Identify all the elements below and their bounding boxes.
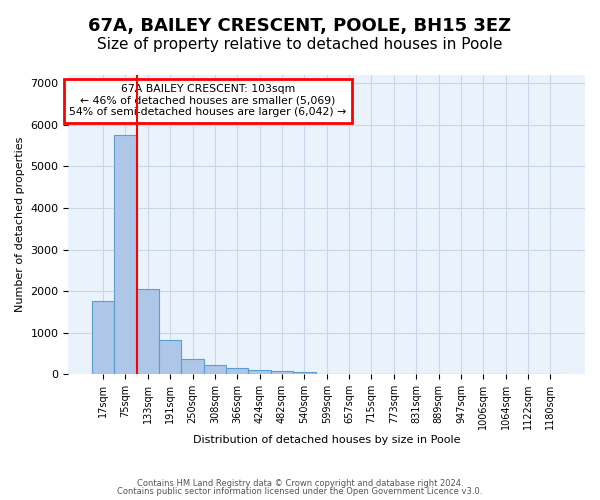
Text: 67A BAILEY CRESCENT: 103sqm
← 46% of detached houses are smaller (5,069)
54% of : 67A BAILEY CRESCENT: 103sqm ← 46% of det… bbox=[69, 84, 347, 117]
Bar bbox=[92, 302, 114, 374]
X-axis label: Distribution of detached houses by size in Poole: Distribution of detached houses by size … bbox=[193, 435, 460, 445]
Bar bbox=[248, 370, 271, 374]
Text: Contains HM Land Registry data © Crown copyright and database right 2024.: Contains HM Land Registry data © Crown c… bbox=[137, 478, 463, 488]
Bar bbox=[181, 359, 204, 374]
Bar bbox=[293, 372, 316, 374]
Bar bbox=[271, 371, 293, 374]
Y-axis label: Number of detached properties: Number of detached properties bbox=[15, 137, 25, 312]
Text: Contains public sector information licensed under the Open Government Licence v3: Contains public sector information licen… bbox=[118, 487, 482, 496]
Bar bbox=[226, 368, 248, 374]
Bar bbox=[204, 364, 226, 374]
Text: Size of property relative to detached houses in Poole: Size of property relative to detached ho… bbox=[97, 38, 503, 52]
Bar bbox=[114, 136, 137, 374]
Bar bbox=[137, 289, 159, 374]
Bar bbox=[159, 340, 181, 374]
Text: 67A, BAILEY CRESCENT, POOLE, BH15 3EZ: 67A, BAILEY CRESCENT, POOLE, BH15 3EZ bbox=[89, 18, 511, 36]
